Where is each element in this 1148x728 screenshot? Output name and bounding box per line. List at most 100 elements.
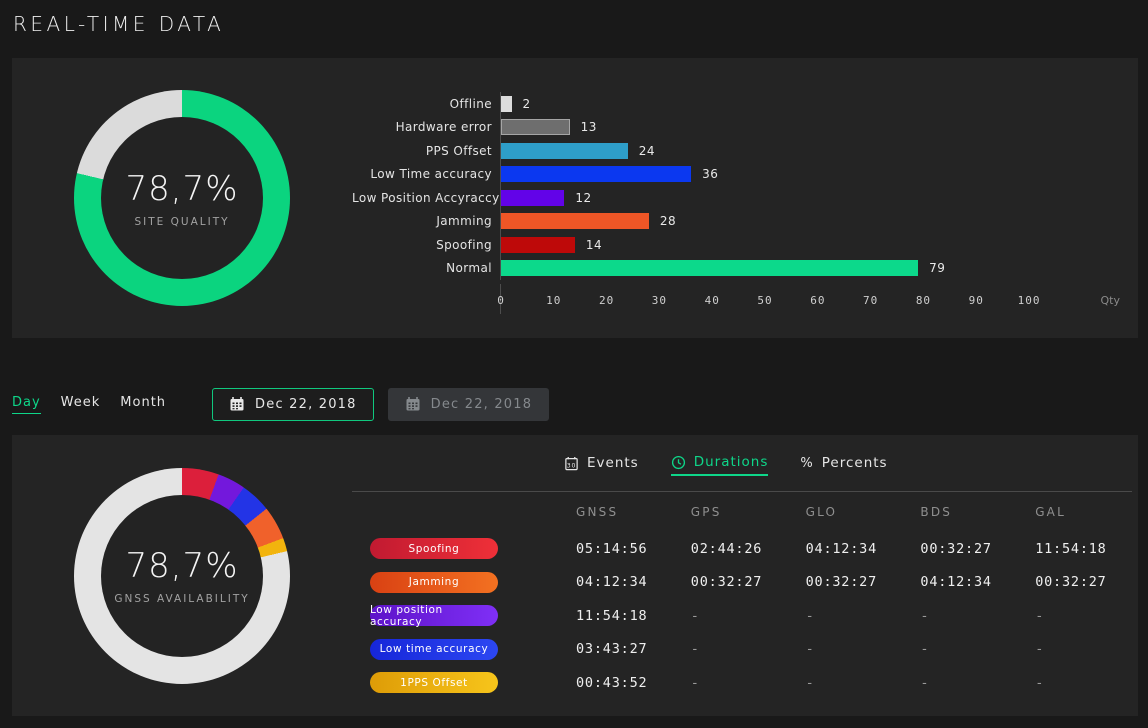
status-badge: Low time accuracy [370, 638, 498, 660]
date-to-label: Dec 22, 2018 [430, 396, 533, 412]
axis-tick: 0 [497, 294, 505, 307]
bar-track: 2 [500, 92, 1122, 116]
bar-row: Jamming 28 [352, 209, 1122, 233]
axis-tick: 40 [704, 294, 720, 307]
bar-row: Spoofing 14 [352, 233, 1122, 257]
bar-fill [501, 260, 919, 277]
badge-cell: 1PPS Offset [352, 672, 564, 694]
page-title: REAL-TIME DATA [13, 12, 225, 36]
table-row: Low time accuracy 03:43:27 - - - - [352, 633, 1138, 667]
bar-category-label: Hardware error [395, 120, 492, 135]
bar-category-label: Jamming [436, 214, 492, 229]
duration-cell: - [920, 674, 930, 691]
duration-cell: 11:54:18 [1035, 540, 1107, 557]
bar-value: 36 [702, 167, 719, 182]
duration-cell: 02:44:26 [690, 540, 763, 557]
bar-fill [501, 189, 565, 206]
duration-cell: - [805, 641, 815, 658]
bar-rows: Offline 2 Hardware error 13 PPS Offset 24 Low … [352, 92, 1122, 280]
period-tab-week[interactable]: Week [60, 395, 101, 410]
tab-events[interactable]: 30 Events [564, 455, 639, 475]
bar-fill [501, 213, 649, 230]
status-bar-chart: Offline 2 Hardware error 13 PPS Offset 24 Low … [352, 58, 1138, 338]
gnss-availability-value: 78,7% [125, 546, 239, 586]
tab-percents-label: Percents [821, 455, 888, 471]
svg-text:30: 30 [567, 462, 577, 469]
table-tabs: 30 Events Durations % Percents [352, 435, 1132, 492]
duration-cell: - [920, 607, 930, 624]
badge-cell: Low time accuracy [352, 638, 564, 660]
date-to-button[interactable]: Dec 22, 2018 [387, 387, 550, 421]
bar-track: 79 [500, 256, 1122, 280]
site-quality-donut: 78,7% SITE QUALITY [74, 90, 290, 306]
duration-cell: 00:32:27 [920, 540, 992, 557]
duration-cell: 04:12:34 [576, 574, 648, 591]
badge-cell: Spoofing [352, 538, 564, 560]
site-quality-center: 78,7% SITE QUALITY [74, 90, 290, 306]
bar-value: 14 [585, 237, 603, 252]
duration-cell: 03:43:27 [576, 641, 648, 658]
gnss-availability-donut: 78,7% GNSS AVAILABILITY [74, 467, 290, 684]
duration-cell: - [920, 641, 930, 658]
bar-row: Normal 79 [352, 256, 1122, 280]
duration-cell: 04:12:34 [805, 540, 878, 557]
period-tab-day[interactable]: Day [12, 395, 41, 414]
date-from-label: Dec 22, 2018 [255, 396, 357, 412]
period-tab-month[interactable]: Month [120, 395, 167, 410]
duration-cell: 00:43:52 [576, 674, 648, 691]
axis-tick: 70 [863, 294, 879, 307]
site-quality-donut-box: 78,7% SITE QUALITY [12, 58, 352, 338]
percent-icon: % [800, 455, 814, 471]
column-header: BDS [920, 505, 953, 519]
gnss-availability-panel: 78,7% GNSS AVAILABILITY 30 Events [12, 435, 1138, 716]
axis-tick: 20 [598, 294, 615, 307]
duration-cell: 04:12:34 [920, 574, 992, 591]
duration-cell: 00:32:27 [690, 574, 763, 591]
tab-durations-label: Durations [693, 454, 769, 470]
duration-cell: 00:32:27 [805, 574, 878, 591]
status-badge: 1PPS Offset [370, 672, 498, 694]
bar-category-label: Spoofing [436, 237, 492, 252]
duration-cell: - [805, 674, 815, 691]
bar-track: 14 [500, 233, 1122, 257]
column-header: GNSS [576, 505, 619, 519]
bar-value: 13 [580, 120, 597, 135]
gnss-center: 78,7% GNSS AVAILABILITY [74, 468, 290, 684]
date-from-button[interactable]: Dec 22, 2018 [212, 387, 374, 421]
axis-unit-label: Qty [1100, 294, 1120, 307]
axis-tick: 90 [968, 294, 984, 307]
site-quality-panel: 78,7% SITE QUALITY Offline 2 Hardware erro… [12, 58, 1138, 338]
duration-cell: - [1035, 674, 1045, 691]
bar-value: 12 [575, 190, 592, 205]
table-row: Spoofing 05:14:56 02:44:26 04:12:34 00:32:27… [352, 532, 1138, 566]
duration-cell: - [1035, 607, 1045, 624]
bar-fill [501, 95, 512, 112]
duration-cell: 00:32:27 [1035, 574, 1107, 591]
bar-row: PPS Offset 24 [352, 139, 1122, 163]
site-quality-label: SITE QUALITY [134, 215, 230, 228]
bar-fill [501, 142, 628, 159]
axis-tick: 10 [546, 294, 562, 307]
duration-cell: - [690, 641, 700, 658]
bar-track: 24 [500, 139, 1122, 163]
gnss-availability-label: GNSS AVAILABILITY [114, 593, 250, 605]
status-badge: Spoofing [370, 538, 498, 560]
duration-cell: - [690, 607, 700, 624]
calendar-icon [230, 397, 244, 411]
duration-cell: - [690, 674, 700, 691]
tab-percents[interactable]: % Percents [800, 455, 887, 475]
column-header: GLO [805, 505, 838, 519]
calendar-icon: 30 [565, 456, 578, 470]
table-row: 1PPS Offset 00:43:52 - - - - [352, 666, 1138, 700]
bar-track: 28 [500, 209, 1122, 233]
axis-tick: 80 [915, 294, 932, 307]
bar-track: 12 [500, 186, 1122, 210]
bar-value: 2 [522, 96, 531, 111]
duration-cell: 11:54:18 [576, 607, 648, 624]
clock-icon [671, 455, 685, 469]
bar-track: 13 [500, 115, 1122, 139]
duration-cell: - [1035, 641, 1045, 658]
tab-durations[interactable]: Durations [670, 454, 769, 476]
bar-track: 36 [500, 162, 1122, 186]
bar-category-label: PPS Offset [425, 143, 492, 158]
